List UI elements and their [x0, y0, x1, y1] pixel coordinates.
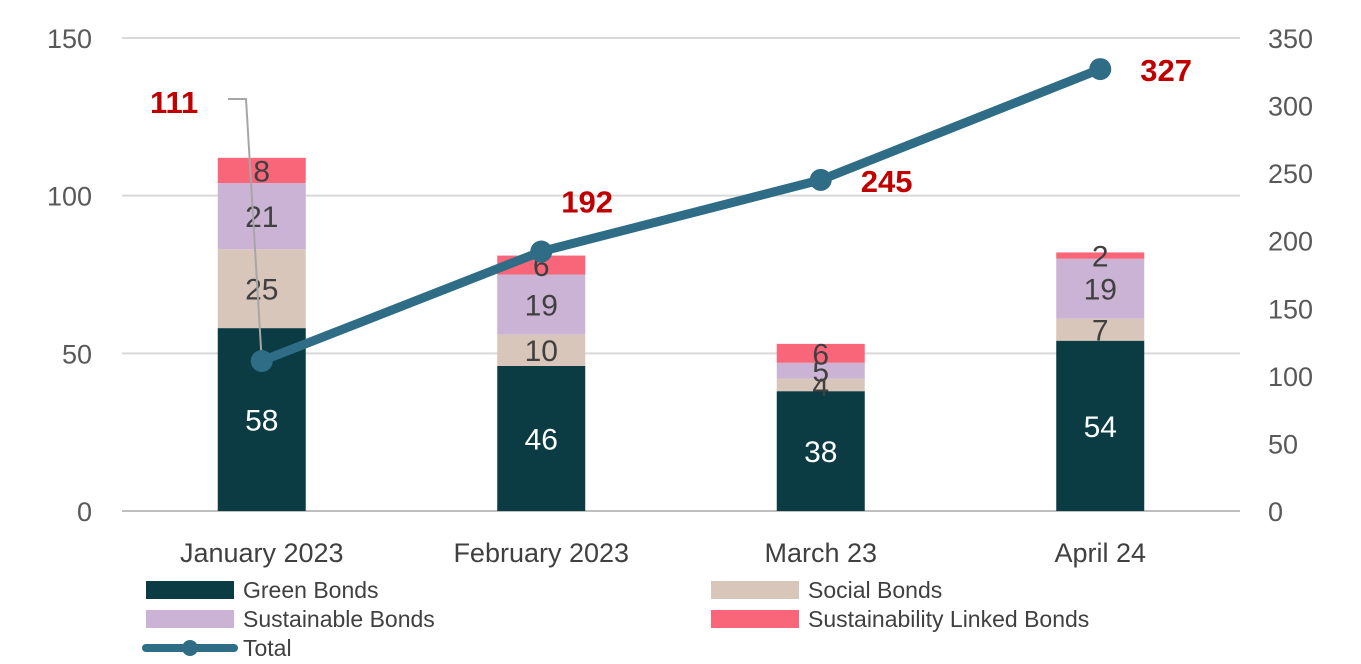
segment-label: 54	[1084, 411, 1117, 444]
total-line-path	[257, 64, 1105, 366]
bar-segment	[497, 365, 586, 511]
segment-label: 5	[812, 356, 829, 389]
total-label: 327	[1140, 53, 1192, 88]
bar-segment	[1056, 258, 1145, 319]
legend-label: Total	[243, 635, 292, 661]
segment-label: 19	[525, 289, 558, 322]
legend-label: Social Bonds	[808, 577, 942, 603]
bar-segment	[217, 157, 306, 184]
bar-segment	[1056, 340, 1145, 511]
total-point	[530, 240, 553, 263]
bar-segment	[497, 274, 586, 335]
gridlines	[122, 37, 1240, 512]
segment-label: 6	[812, 338, 829, 371]
right-tick-label: 150	[1268, 294, 1313, 324]
left-tick-label: 50	[62, 339, 92, 369]
left-tick-label: 0	[77, 497, 92, 527]
right-tick-label: 250	[1268, 159, 1313, 189]
left-tick-label: 150	[47, 24, 92, 54]
bar-segment	[776, 378, 865, 392]
legend-label: Sustainable Bonds	[243, 606, 435, 632]
legend-label: Sustainability Linked Bonds	[808, 606, 1089, 632]
segment-label: 10	[525, 335, 558, 368]
legend-swatch	[146, 610, 234, 628]
segment-label: 25	[245, 274, 278, 307]
total-label: 245	[861, 164, 913, 199]
leader-line-path	[228, 98, 263, 362]
bar-segment	[1056, 252, 1145, 259]
bar-segment	[776, 362, 865, 379]
legend-line-marker	[182, 640, 198, 656]
category-label: February 2023	[453, 538, 629, 568]
bar-segment	[1056, 318, 1145, 341]
segment-label: 21	[245, 201, 278, 234]
category-label: April 24	[1054, 538, 1146, 568]
total-label: 192	[561, 185, 613, 220]
segment-label: 38	[804, 436, 837, 469]
segment-label: 58	[245, 405, 278, 438]
bar-segment	[217, 183, 306, 250]
right-tick-label: 300	[1268, 92, 1313, 122]
legend-swatch	[146, 581, 234, 599]
legend-label: Green Bonds	[243, 577, 379, 603]
right-tick-label: 200	[1268, 227, 1313, 257]
right-tick-label: 50	[1268, 429, 1298, 459]
segment-label: 46	[525, 423, 558, 456]
leader-line	[228, 98, 263, 362]
bar-segment	[497, 334, 586, 366]
segment-label: 2	[1092, 241, 1109, 274]
right-tick-label: 100	[1268, 362, 1313, 392]
right-axis: 0 50 100 150 200 250 300 350	[1268, 24, 1313, 527]
right-tick-label: 350	[1268, 24, 1313, 54]
segment-label: 7	[1092, 315, 1109, 348]
legend-swatch	[711, 610, 799, 628]
bar-segment	[217, 249, 306, 329]
segment-label: 8	[253, 155, 270, 188]
total-point	[809, 168, 832, 191]
legend-swatch	[711, 581, 799, 599]
total-point	[250, 349, 273, 372]
total-point	[1089, 58, 1112, 81]
bar-segment	[776, 391, 865, 511]
right-tick-label: 0	[1268, 497, 1283, 527]
category-label: January 2023	[180, 538, 344, 568]
left-tick-label: 100	[47, 182, 92, 212]
category-labels: January 2023 February 2023 March 23 April 2…	[180, 538, 1146, 568]
bar-segment	[776, 343, 865, 363]
segment-label: 19	[1084, 274, 1117, 307]
category-label: March 23	[764, 538, 877, 568]
left-axis: 0 50 100 150	[47, 24, 92, 527]
legend: Green Bonds Social Bonds Sustainable Bonds…	[142, 577, 1089, 661]
total-label: 111	[150, 85, 198, 120]
